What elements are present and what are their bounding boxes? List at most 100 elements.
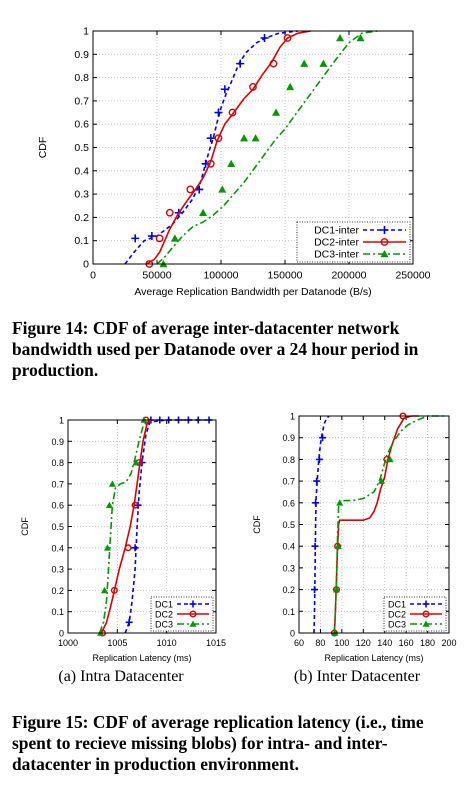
fig14-series-marker-1	[249, 83, 257, 91]
fig14-xtick-label: 250000	[395, 270, 430, 282]
fig15b-series-marker-2	[334, 542, 342, 549]
fig14-series-marker-2	[170, 234, 179, 242]
fig15b-ytick-label: 0.4	[282, 542, 295, 552]
fig14-ylabel: CDF	[37, 137, 49, 159]
fig15a-ytick-label: 0.6	[51, 501, 64, 511]
fig15b-xtick-label: 80	[315, 638, 325, 648]
fig14-xtick-label: 100000	[203, 270, 238, 282]
fig15a-series-marker-0	[131, 544, 139, 552]
fig15a-ytick-label: 0.4	[51, 543, 64, 553]
fig15a-ytick-label: 1	[59, 416, 64, 426]
fig15b-xtick-label: 180	[420, 638, 435, 648]
fig15b-ylabel: CDF	[252, 515, 262, 534]
fig14-xtick-label: 0	[90, 270, 96, 282]
fig15a-ytick-label: 0.1	[51, 607, 64, 617]
fig14-series-marker-2	[272, 108, 281, 116]
fig14-legend-marker	[380, 250, 389, 258]
fig14-series-marker-1	[214, 134, 223, 143]
fig14-series-marker-0	[147, 232, 156, 241]
fig15b-series-marker-2	[378, 477, 385, 484]
fig15b-legend-label: DC1	[388, 600, 406, 610]
fig15a-legend-label: DC1	[155, 600, 173, 610]
fig15b-legend-marker	[422, 610, 430, 618]
fig15b-ytick-label: 0.5	[282, 520, 295, 530]
fig15b-ytick-label: 0.1	[282, 607, 295, 617]
fig15b-ytick-label: 0.8	[282, 455, 295, 465]
fig14-series-marker-2	[300, 59, 309, 67]
fig15a-legend-marker	[189, 620, 197, 627]
fig14-series-marker-2	[319, 59, 328, 67]
fig15b-series-marker-0	[315, 455, 323, 463]
fig14-series-marker-2	[227, 159, 236, 168]
fig14-series	[124, 30, 378, 268]
fig15b-legend-label: DC3	[388, 620, 406, 630]
fig15a-series-marker-1	[124, 544, 132, 552]
fig14-legend-marker	[380, 238, 389, 246]
fig14-xtick-label: 150000	[267, 270, 302, 282]
fig15b-xtick-label: 160	[399, 638, 414, 648]
fig15a-series-marker-0	[125, 618, 133, 626]
fig15a-xtick-label: 1005	[107, 638, 127, 648]
fig15-caption: Figure 15: CDF of average replication la…	[12, 712, 424, 774]
fig15a-xtick-label: 1010	[157, 638, 177, 648]
fig15b-ytick-label: 1	[290, 412, 295, 422]
fig14-series-marker-2	[240, 134, 249, 142]
fig15b-xtick-label: 140	[377, 638, 392, 648]
fig15a-legend-marker	[189, 610, 197, 618]
fig15a-legend-label: DC3	[155, 620, 173, 630]
fig15a-series-line-2	[98, 419, 150, 634]
fig15b-xtick-label: 100	[334, 638, 349, 648]
fig14-ytick-label: 1	[83, 26, 89, 38]
fig14-xlabel: Average Replication Bandwidth per Datano…	[134, 286, 371, 298]
fig15b-legend-marker	[422, 620, 430, 627]
fig14-series-marker-1	[186, 185, 195, 194]
fig14-xtick-label: 50000	[142, 270, 171, 282]
fig14-caption: Figure 14: CDF of average inter-datacent…	[12, 318, 419, 380]
fig14-series-marker-1	[269, 59, 278, 68]
fig15b-series-line-0	[313, 415, 330, 634]
fig14-series-marker-2	[286, 82, 295, 91]
fig15a-series-marker-1	[110, 586, 118, 594]
fig15a-legend-label: DC2	[155, 610, 173, 620]
fig14-ytick-label: 0.1	[74, 235, 89, 247]
chart-fig14: 0 0.1 0.2 0.3 0.4 0.5 0.6 0.7 0.8 0.9 1 0 50000 10000…	[37, 26, 431, 299]
fig14-plot-frame	[92, 30, 414, 265]
fig15a-legend-marker	[189, 600, 197, 608]
fig14-series-marker-2	[218, 185, 227, 193]
fig15a-series	[97, 416, 213, 637]
fig15b-ytick-label: 0.2	[282, 585, 295, 595]
fig14-legend-label: DC2-inter	[314, 237, 359, 249]
fig14-series-marker-1	[228, 108, 237, 117]
fig14-series-line-0	[124, 30, 298, 265]
fig15b-series-marker-2	[336, 499, 344, 506]
fig14-ytick-label: 0.4	[74, 165, 89, 177]
fig15a-plot-frame	[67, 419, 217, 634]
fig15b-series-marker-0	[313, 477, 321, 485]
fig15b-series-marker-0	[311, 586, 319, 594]
fig14-ytick-label: 0.6	[74, 119, 89, 131]
fig15a-caption: (a) Intra Datacenter	[58, 668, 184, 685]
fig15a-series-marker-2	[105, 501, 113, 508]
fig14-ytick-label: 0.9	[74, 49, 89, 61]
fig14-series-marker-0	[206, 134, 215, 143]
fig15b-series-marker-0	[319, 434, 327, 442]
fig15a-series-marker-2	[101, 586, 109, 594]
fig14-ytick-label: 0	[83, 259, 89, 271]
fig14-series-marker-1	[283, 34, 292, 42]
fig14-series-marker-0	[260, 33, 269, 42]
fig14-ytick-label: 0.7	[74, 95, 89, 107]
fig14-series-marker-0	[131, 234, 140, 243]
fig15a-series-marker-2	[103, 544, 111, 551]
fig15b-legend-marker	[422, 600, 430, 608]
fig14-legend-label: DC1-inter	[314, 225, 359, 237]
fig14-series-marker-2	[199, 208, 208, 216]
fig15a-xtick-label: 1015	[206, 638, 226, 648]
fig15b-series-marker-2	[333, 586, 340, 593]
fig15b-xtick-label: 200	[441, 638, 456, 648]
fig14-series-marker-2	[336, 33, 345, 42]
fig15a-series-marker-2	[132, 459, 140, 466]
